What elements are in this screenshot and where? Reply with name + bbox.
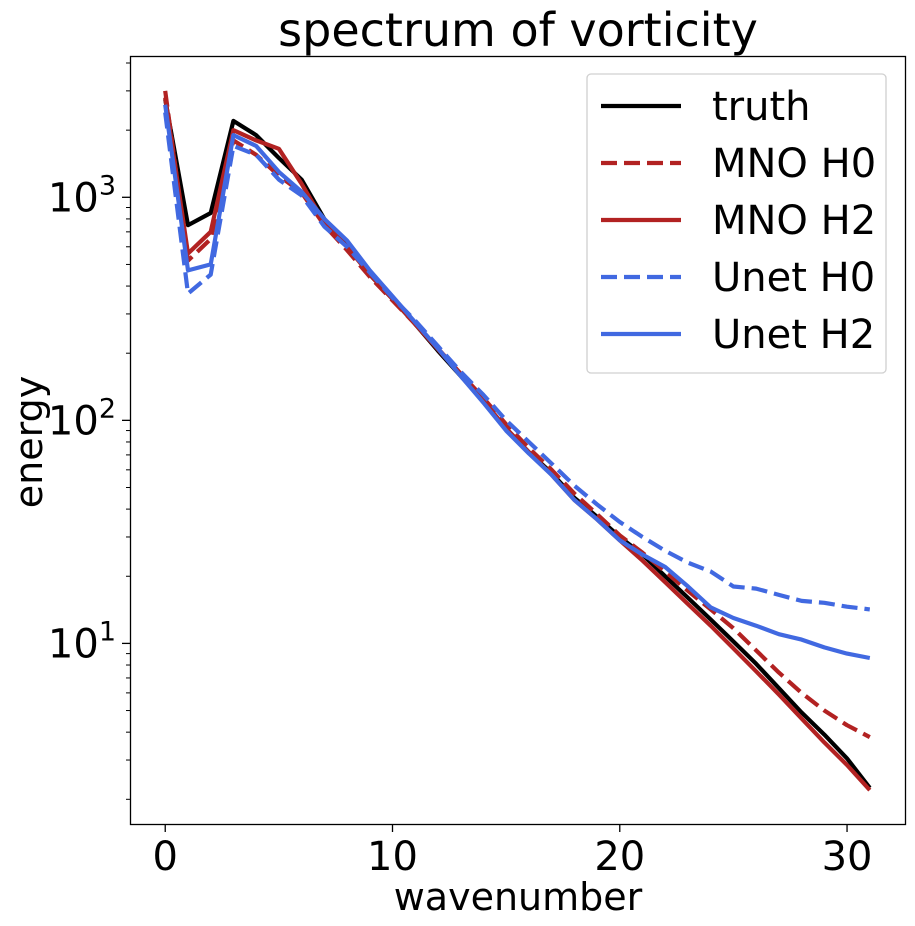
- series-line-unet-h0: [163, 112, 871, 612]
- legend-label: MNO H0: [712, 141, 876, 187]
- x-tick-label: 10: [367, 834, 418, 880]
- y-tick-label: 103: [48, 170, 116, 221]
- legend-label: Unet H0: [712, 255, 875, 301]
- legend-label: Unet H2: [712, 312, 875, 358]
- legend-label: MNO H2: [712, 198, 876, 244]
- x-axis: 0 10 20 30: [153, 824, 873, 880]
- x-tick-label: 0: [153, 834, 178, 880]
- chart-title: spectrum of vorticity: [278, 3, 758, 57]
- series-lines: [163, 90, 872, 792]
- y-axis: 101 102 103: [48, 62, 130, 800]
- y-axis-title: energy: [7, 376, 51, 508]
- y-tick-label: 101: [48, 616, 116, 667]
- y-tick-label: 102: [48, 393, 116, 444]
- x-tick-label: 20: [594, 834, 645, 880]
- plot-area-frame: [129, 55, 907, 826]
- x-axis-title: wavenumber: [394, 875, 643, 919]
- legend: truth MNO H0 MNO H2 Unet H0 Unet H2: [586, 73, 887, 374]
- legend-frame: [586, 73, 887, 374]
- legend-label: truth: [712, 84, 811, 130]
- series-line-mno-h0: [163, 90, 871, 739]
- x-tick-label: 30: [822, 834, 873, 880]
- series-line-unet-h2: [163, 104, 871, 661]
